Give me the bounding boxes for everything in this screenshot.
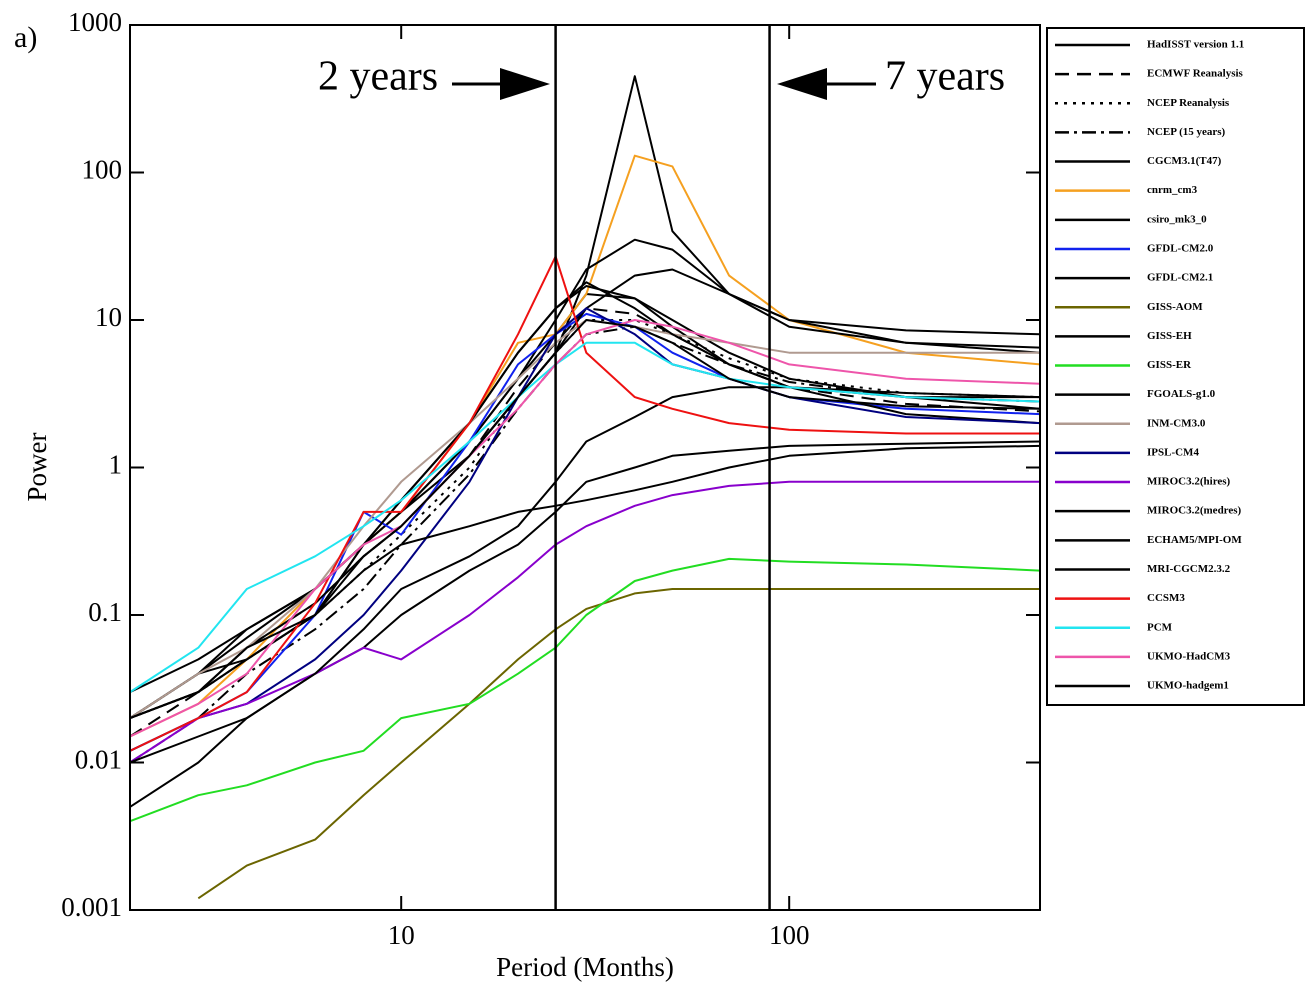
series-line bbox=[130, 319, 1040, 719]
legend-label: NCEP Reanalysis bbox=[1147, 97, 1230, 109]
legend-label: csiro_mk3_0 bbox=[1147, 213, 1207, 225]
x-tick-label: 10 bbox=[388, 920, 415, 950]
y-tick-label: 10 bbox=[95, 302, 122, 332]
arrow-head bbox=[777, 68, 827, 100]
legend-label: FGOALS-g1.0 bbox=[1147, 388, 1216, 400]
series-line bbox=[130, 154, 1040, 738]
series-line bbox=[130, 255, 1040, 752]
annotation: 7 years bbox=[885, 54, 1005, 100]
legend-label: NCEP (15 years) bbox=[1147, 126, 1226, 138]
legend-label: GISS-AOM bbox=[1147, 301, 1203, 313]
series-line bbox=[130, 307, 1040, 752]
legend-label: MIROC3.2(medres) bbox=[1147, 505, 1242, 517]
annotation: 2 years bbox=[318, 54, 438, 100]
y-tick-label: 0.001 bbox=[61, 892, 122, 922]
legend-label: GISS-EH bbox=[1147, 330, 1192, 342]
y-tick-label: 1000 bbox=[68, 7, 122, 37]
legend-label: PCM bbox=[1147, 621, 1173, 633]
legend-label: GISS-ER bbox=[1147, 359, 1192, 371]
legend-label: UKMO-hadgem1 bbox=[1147, 680, 1229, 692]
legend-label: UKMO-HadCM3 bbox=[1147, 650, 1231, 662]
series-line bbox=[130, 480, 1040, 764]
y-tick-label: 100 bbox=[82, 155, 123, 185]
legend-label: MIROC3.2(hires) bbox=[1147, 476, 1231, 488]
series-line bbox=[130, 312, 1040, 752]
legend-label: GFDL-CM2.1 bbox=[1147, 272, 1213, 284]
series-line bbox=[130, 341, 1040, 693]
y-tick-label: 1 bbox=[109, 450, 123, 480]
legend-label: HadISST version 1.1 bbox=[1147, 39, 1244, 51]
x-tick-label: 100 bbox=[769, 920, 810, 950]
series-line bbox=[130, 319, 1040, 720]
series-line bbox=[130, 319, 1040, 720]
legend-label: CGCM3.1(T47) bbox=[1147, 155, 1222, 167]
arrow-head bbox=[500, 68, 550, 100]
series-line bbox=[197, 588, 1040, 900]
y-axis-label: Power bbox=[22, 433, 52, 502]
series-line bbox=[130, 319, 1040, 738]
series-line bbox=[130, 293, 1040, 719]
legend-label: INM-CM3.0 bbox=[1147, 417, 1206, 429]
legend-label: cnrm_cm3 bbox=[1147, 184, 1198, 196]
y-tick-label: 0.01 bbox=[75, 745, 122, 775]
legend-label: ECMWF Reanalysis bbox=[1147, 68, 1244, 80]
plot-lines bbox=[130, 75, 1040, 900]
series-line bbox=[130, 557, 1040, 823]
plot-frame bbox=[129, 24, 1041, 911]
legend-label: ECHAM5/MPI-OM bbox=[1147, 534, 1242, 546]
legend-label: IPSL-CM4 bbox=[1147, 446, 1199, 458]
series-line bbox=[130, 307, 1040, 738]
series-line bbox=[130, 325, 1040, 764]
legend-label: MRI-CGCM2.3.2 bbox=[1147, 563, 1231, 575]
x-axis-label: Period (Months) bbox=[496, 952, 674, 982]
series-line bbox=[130, 444, 1040, 720]
legend-label: CCSM3 bbox=[1147, 592, 1185, 604]
legend-label: GFDL-CM2.0 bbox=[1147, 242, 1214, 254]
series-line bbox=[130, 75, 1040, 694]
y-tick-label: 0.1 bbox=[88, 597, 122, 627]
panel-label: a) bbox=[14, 21, 37, 54]
legend-entries: HadISST version 1.1 ECMWF Reanalysis NCEP … bbox=[1055, 39, 1244, 692]
